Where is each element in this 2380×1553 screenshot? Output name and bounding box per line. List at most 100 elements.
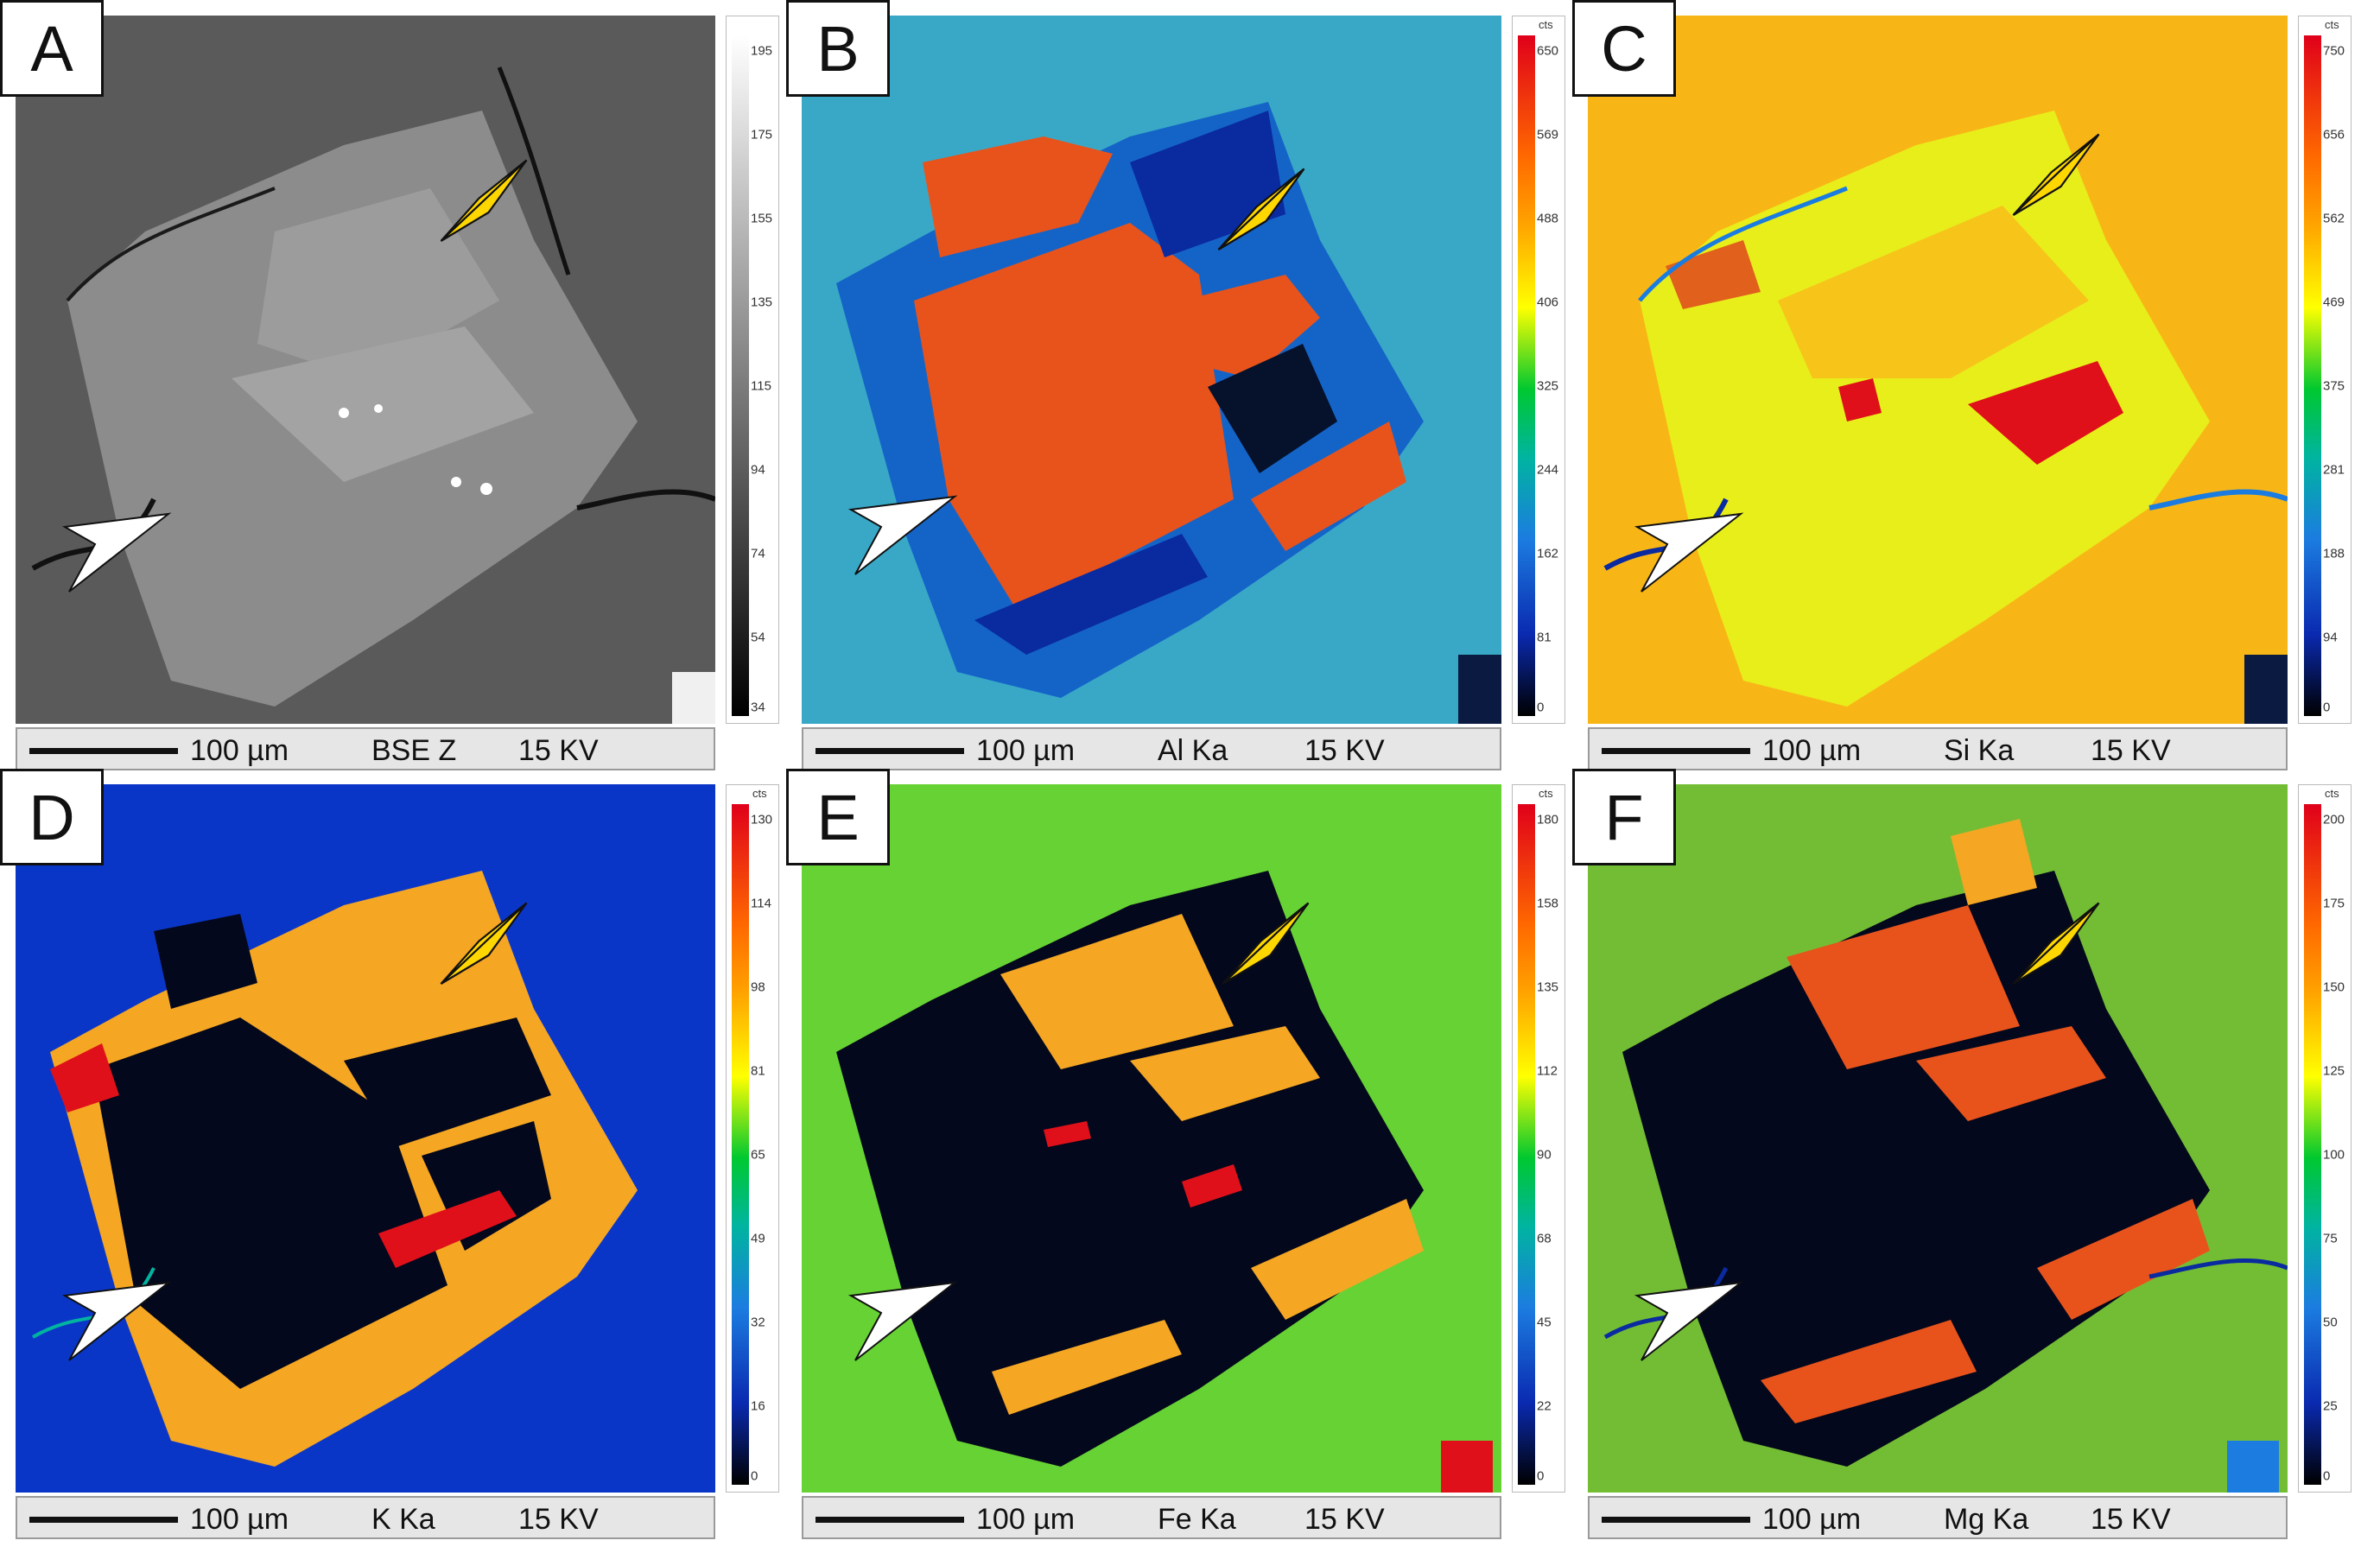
colorbar-tick: 656	[2323, 127, 2345, 143]
colorbar-tick: 244	[1537, 462, 1559, 478]
si-map	[1588, 16, 2288, 724]
yellow-arrowhead-icon	[2012, 902, 2100, 985]
colorbar-tick: 45	[1537, 1315, 1552, 1330]
colorbar-unit: cts	[1539, 18, 1553, 31]
voltage-label: 15 KV	[2091, 734, 2171, 767]
scale-bar: 100 µm K Ka 15 KV	[16, 1496, 715, 1539]
panel-d: D 100 µm K Ka 15 KV cts 130 114 98 81 65…	[0, 769, 779, 1539]
colorbar-strip	[1518, 804, 1535, 1485]
signal-label: K Ka	[371, 1503, 435, 1536]
colorbar-tick: 0	[2323, 1468, 2331, 1484]
colorbar-unit: cts	[752, 787, 767, 800]
panel-letter: A	[0, 0, 104, 97]
colorbar-tick: 188	[2323, 546, 2345, 561]
colorbar-tick: 569	[1537, 127, 1559, 143]
colorbar-tick: 94	[2323, 630, 2338, 645]
yellow-arrowhead-icon	[1217, 168, 1305, 250]
scale-line	[29, 1517, 178, 1523]
panel-letter: B	[786, 0, 890, 97]
colorbar-strip	[732, 804, 749, 1485]
colorbar-strip	[2304, 35, 2321, 716]
panel-c: C 100 µm Si Ka 15 KV cts 750 656 562 469…	[1572, 0, 2351, 770]
voltage-label: 15 KV	[2091, 1503, 2171, 1536]
colorbar-unit: cts	[2325, 18, 2339, 31]
yellow-arrowhead-icon	[440, 902, 528, 985]
colorbar-tick: 750	[2323, 43, 2345, 59]
scale-bar: 100 µm Fe Ka 15 KV	[802, 1496, 1501, 1539]
colorbar-tick: 406	[1537, 295, 1559, 310]
colorbar-strip	[732, 35, 749, 716]
panel-e: E 100 µm Fe Ka 15 KV cts 180 158 135 112…	[786, 769, 1565, 1539]
white-arrowhead-icon	[1634, 512, 1744, 593]
scale-length: 100 µm	[1762, 1503, 1862, 1536]
colorbar-tick: 25	[2323, 1398, 2338, 1414]
colorbar-tick: 74	[751, 546, 765, 561]
yellow-arrowhead-icon	[1222, 902, 1310, 985]
colorbar: 195 175 155 135 115 94 74 54 34	[726, 16, 779, 724]
white-arrowhead-icon	[847, 1281, 958, 1361]
colorbar-tick: 650	[1537, 43, 1559, 59]
colorbar-tick: 65	[751, 1147, 765, 1163]
colorbar-tick: 34	[751, 700, 765, 715]
scale-line	[1602, 1517, 1750, 1523]
scale-bar: 100 µm Si Ka 15 KV	[1588, 727, 2288, 770]
yellow-arrowhead-icon	[2012, 133, 2100, 216]
panel-letter: C	[1572, 0, 1676, 97]
scale-line	[816, 748, 964, 754]
mg-map	[1588, 784, 2288, 1493]
colorbar-tick: 49	[751, 1231, 765, 1246]
colorbar-tick: 130	[751, 812, 773, 827]
signal-label: Fe Ka	[1158, 1503, 1236, 1536]
colorbar: cts 200 175 150 125 100 75 50 25 0	[2298, 784, 2351, 1493]
colorbar-unit: cts	[1539, 787, 1553, 800]
colorbar-tick: 281	[2323, 462, 2345, 478]
colorbar: cts 750 656 562 469 375 281 188 94 0	[2298, 16, 2351, 724]
colorbar-tick: 0	[1537, 700, 1545, 715]
yellow-arrowhead-icon	[440, 159, 528, 242]
colorbar: cts 650 569 488 406 325 244 162 81 0	[1512, 16, 1565, 724]
white-arrowhead-icon	[61, 1281, 172, 1361]
scale-line	[1602, 748, 1750, 754]
colorbar-tick: 135	[751, 295, 773, 310]
white-arrowhead-icon	[847, 495, 958, 575]
colorbar-tick: 81	[1537, 630, 1552, 645]
panel-f: F 100 µm Mg Ka 15 KV cts 200 175 150 125…	[1572, 769, 2351, 1539]
scale-bar: 100 µm Mg Ka 15 KV	[1588, 1496, 2288, 1539]
colorbar-tick: 75	[2323, 1231, 2338, 1246]
signal-label: Si Ka	[1944, 734, 2015, 767]
scale-line	[29, 748, 178, 754]
colorbar-tick: 0	[751, 1468, 758, 1484]
colorbar-tick: 562	[2323, 211, 2345, 226]
colorbar-tick: 115	[751, 378, 771, 394]
colorbar-strip	[2304, 804, 2321, 1485]
scale-bar: 100 µm Al Ka 15 KV	[802, 727, 1501, 770]
colorbar-tick: 114	[751, 896, 771, 911]
colorbar-tick: 98	[751, 979, 765, 995]
scale-bar: 100 µm BSE Z 15 KV	[16, 727, 715, 770]
voltage-label: 15 KV	[1304, 1503, 1385, 1536]
voltage-label: 15 KV	[518, 734, 599, 767]
colorbar-tick: 54	[751, 630, 765, 645]
colorbar: cts 130 114 98 81 65 49 32 16 0	[726, 784, 779, 1493]
fe-map	[802, 784, 1501, 1493]
colorbar-tick: 22	[1537, 1398, 1552, 1414]
signal-label: Al Ka	[1158, 734, 1228, 767]
k-map	[16, 784, 715, 1493]
scale-length: 100 µm	[190, 1503, 289, 1536]
colorbar: cts 180 158 135 112 90 68 45 22 0	[1512, 784, 1565, 1493]
colorbar-tick: 375	[2323, 378, 2345, 394]
white-arrowhead-icon	[1634, 1281, 1744, 1361]
colorbar-tick: 469	[2323, 295, 2345, 310]
scale-length: 100 µm	[190, 734, 289, 767]
voltage-label: 15 KV	[518, 1503, 599, 1536]
colorbar-tick: 50	[2323, 1315, 2338, 1330]
scale-length: 100 µm	[1762, 734, 1862, 767]
scale-length: 100 µm	[976, 1503, 1076, 1536]
al-map	[802, 16, 1501, 724]
bse-image	[16, 16, 715, 724]
colorbar-tick: 200	[2323, 812, 2345, 827]
colorbar-tick: 125	[2323, 1063, 2345, 1079]
colorbar-tick: 81	[751, 1063, 765, 1079]
colorbar-tick: 180	[1537, 812, 1559, 827]
scale-line	[816, 1517, 964, 1523]
